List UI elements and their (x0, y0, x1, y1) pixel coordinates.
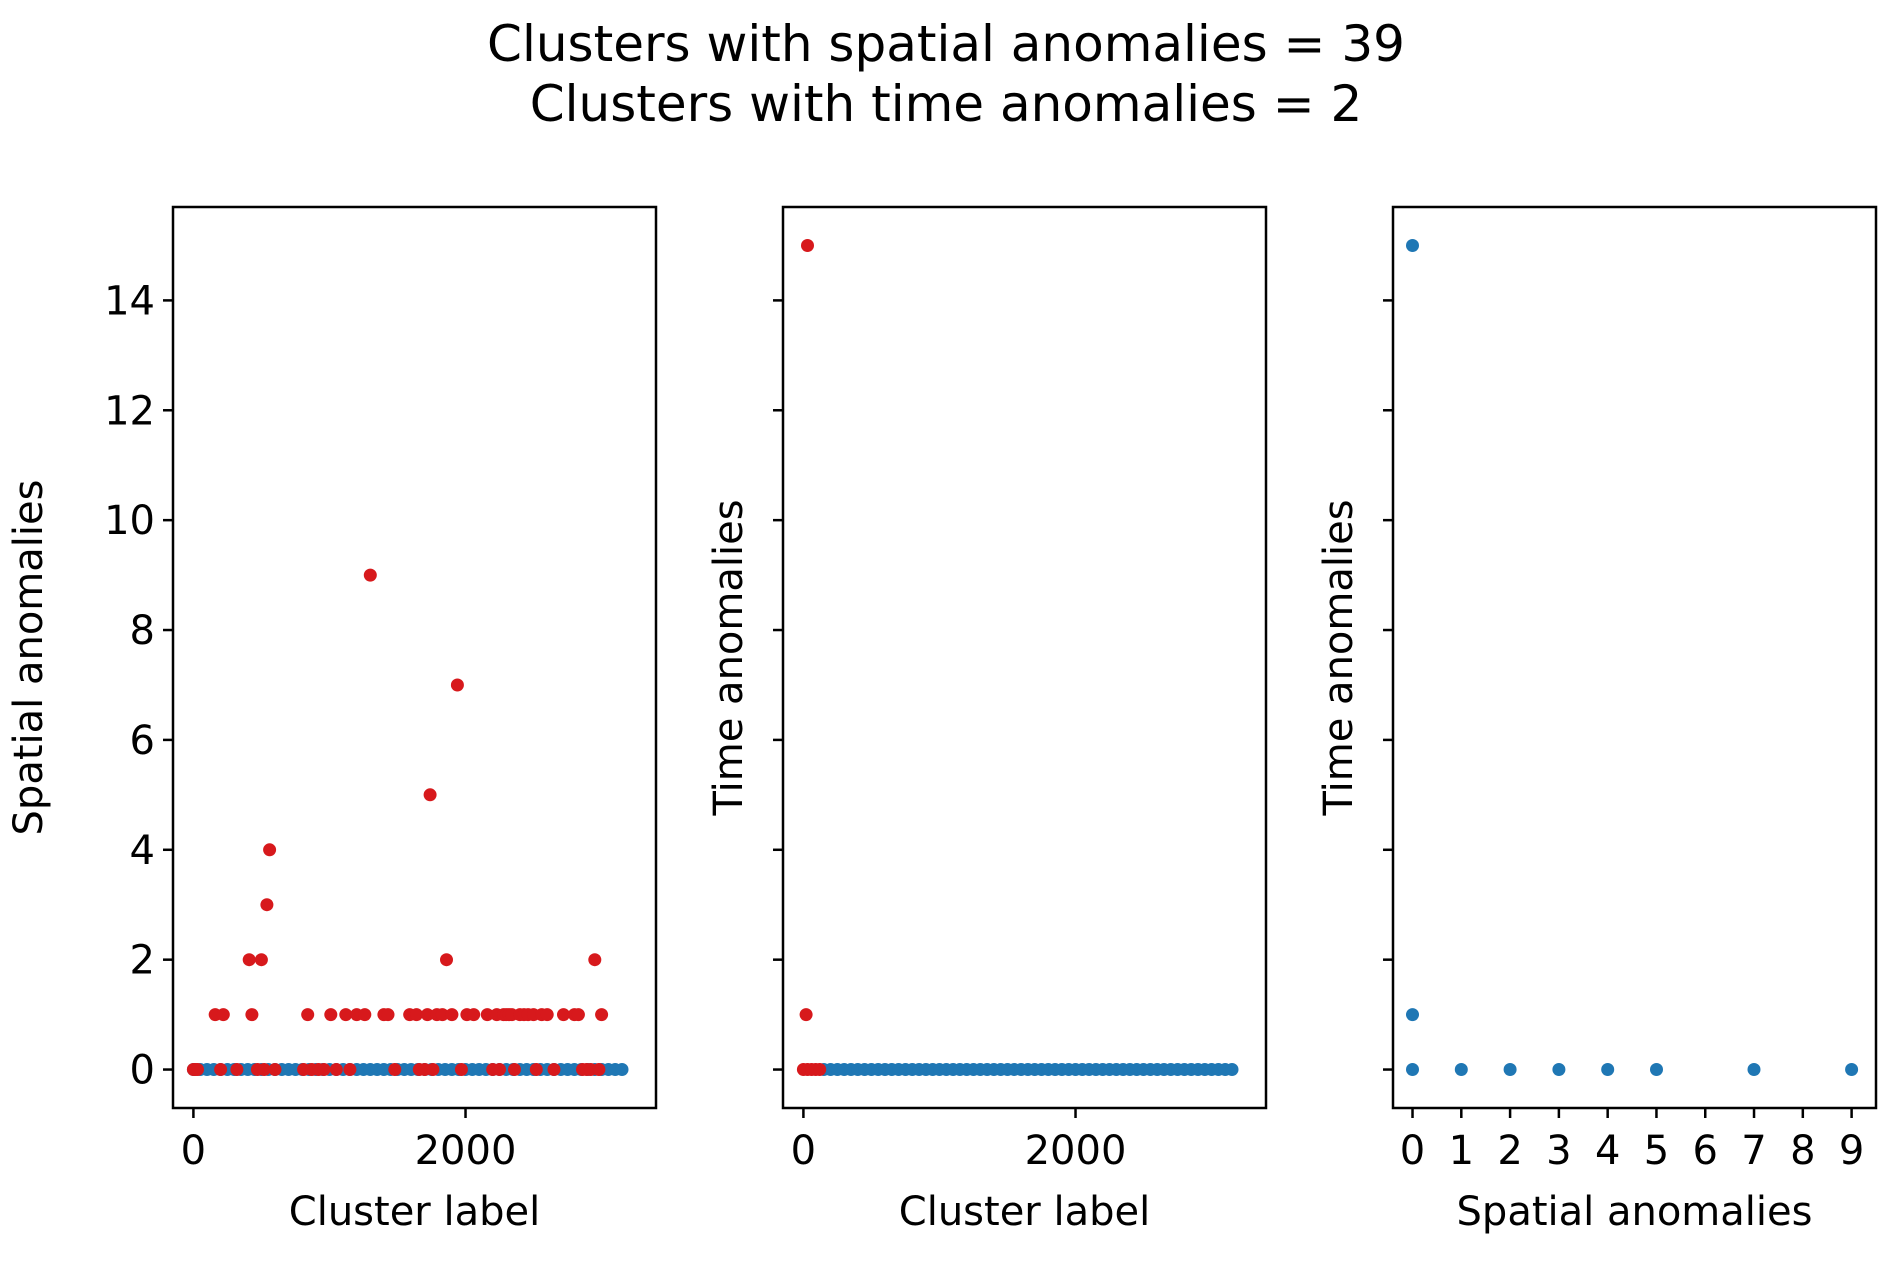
title-line-1: Clusters with spatial anomalies = 39 (487, 15, 1405, 73)
data-point-clusters-with-spatial-anomalies-44 (467, 1008, 481, 1022)
data-point-clusters-with-spatial-anomalies-21 (329, 1063, 343, 1076)
data-point-clusters-with-spatial-anomalies-12 (263, 843, 277, 857)
y-tick-label-0: 0 (130, 1048, 155, 1094)
title-line-2: Clusters with time anomalies = 2 (530, 75, 1363, 133)
data-point-clusters-with-spatial-anomalies-45 (480, 1008, 494, 1022)
data-point-all-clusters-63 (615, 1063, 629, 1076)
data-point-clusters-with-spatial-anomalies-38 (435, 1008, 449, 1022)
spatial-anomalies-vs-cluster-label-plot: 0 2000 0 2 4 6 8 10 12 14 Cluster label Spatial ano… (6, 205, 658, 1235)
y-axis-label: Time anomalies (1316, 499, 1362, 816)
data-point-clusters-with-spatial-anomalies-70 (595, 1008, 609, 1022)
plot-frame (781, 205, 1268, 1110)
data-point-clusters-with-spatial-anomalies-20 (324, 1008, 338, 1022)
data-point-clusters-with-spatial-anomalies-36 (426, 1063, 440, 1076)
data-point-clusters-with-spatial-anomalies-2 (191, 1063, 204, 1076)
time-vs-spatial-anomalies-plot: 0 1 2 3 4 5 6 7 8 9 Spatial anomalies Time anomalie… (1316, 205, 1878, 1235)
data-point-clusters-with-spatial-anomalies-62 (557, 1008, 570, 1022)
data-point-clusters-7 (1650, 1063, 1663, 1076)
x-axis-label: Cluster label (289, 1189, 540, 1235)
y-tick-label-12: 12 (104, 388, 155, 434)
data-point-clusters-2 (1406, 1063, 1419, 1076)
data-point-clusters-with-spatial-anomalies-23 (343, 1063, 357, 1076)
data-point-clusters-with-time-anomalies-5 (799, 1008, 813, 1022)
data-point-clusters-with-spatial-anomalies-4 (216, 1008, 230, 1022)
data-point-clusters-with-spatial-anomalies-61 (547, 1063, 561, 1076)
data-point-clusters-with-spatial-anomalies-60 (540, 1008, 554, 1022)
x-tick-label-0: 0 (1400, 1128, 1425, 1174)
data-point-clusters-with-spatial-anomalies-58 (529, 1063, 543, 1076)
x-tick-label-2000: 2000 (415, 1128, 517, 1174)
data-point-clusters-with-spatial-anomalies-26 (363, 568, 377, 582)
data-point-clusters-with-spatial-anomalies-10 (254, 953, 268, 967)
y-axis-label: Time anomalies (706, 499, 752, 816)
data-point-clusters-with-spatial-anomalies-48 (493, 1063, 506, 1076)
x-tick-label-9: 9 (1839, 1128, 1864, 1174)
y-axis-label: Spatial anomalies (6, 480, 52, 836)
data-point-clusters-with-spatial-anomalies-13 (257, 1063, 271, 1076)
data-point-clusters-with-spatial-anomalies-11 (260, 898, 274, 912)
data-point-clusters-5 (1552, 1063, 1566, 1076)
y-tick-label-2: 2 (130, 938, 155, 984)
x-tick-label-8: 8 (1790, 1128, 1815, 1174)
data-point-clusters-with-spatial-anomalies-5 (214, 1063, 228, 1076)
data-point-clusters-with-spatial-anomalies-14 (268, 1063, 282, 1076)
data-point-clusters-with-spatial-anomalies-25 (358, 1008, 372, 1022)
data-point-clusters-with-spatial-anomalies-42 (454, 1063, 468, 1076)
y-tick-label-14: 14 (104, 278, 155, 324)
y-tick-label-8: 8 (130, 608, 155, 654)
figure-title: Clusters with spatial anomalies = 39 Clu… (487, 15, 1405, 133)
plot-frame (1391, 205, 1878, 1110)
y-tick-label-6: 6 (130, 718, 155, 764)
data-point-clusters-with-spatial-anomalies-41 (450, 678, 464, 692)
data-point-clusters-with-spatial-anomalies-64 (571, 1008, 585, 1022)
data-point-clusters-with-time-anomalies-6 (801, 239, 814, 252)
y-tick-label-4: 4 (130, 828, 155, 874)
data-point-clusters-4 (1503, 1063, 1517, 1076)
x-tick-label-2: 2 (1497, 1128, 1522, 1174)
data-point-all-clusters-60 (1225, 1063, 1239, 1076)
data-point-clusters-9 (1845, 1063, 1859, 1076)
x-tick-label-3: 3 (1546, 1128, 1571, 1174)
x-tick-label-5: 5 (1644, 1128, 1669, 1174)
data-point-clusters-with-spatial-anomalies-29 (388, 1063, 402, 1076)
data-point-clusters-with-spatial-anomalies-19 (317, 1063, 331, 1076)
x-axis-label: Spatial anomalies (1457, 1189, 1813, 1235)
x-tick-label-1: 1 (1449, 1128, 1474, 1174)
data-point-clusters-with-spatial-anomalies-35 (423, 788, 437, 802)
data-point-clusters-6 (1601, 1063, 1615, 1076)
x-tick-label-7: 7 (1741, 1128, 1766, 1174)
data-point-clusters-with-spatial-anomalies-53 (508, 1063, 521, 1076)
data-point-clusters-with-spatial-anomalies-6 (230, 1063, 244, 1076)
x-tick-label-0: 0 (181, 1128, 206, 1174)
data-point-clusters-3 (1454, 1063, 1468, 1076)
data-point-clusters-with-time-anomalies-4 (813, 1063, 827, 1076)
data-point-clusters-8 (1747, 1063, 1761, 1076)
data-point-clusters-1 (1406, 1008, 1419, 1022)
x-tick-label-4: 4 (1595, 1128, 1620, 1174)
data-point-clusters-with-spatial-anomalies-34 (420, 1008, 434, 1022)
data-point-clusters-with-spatial-anomalies-8 (245, 1008, 259, 1022)
data-point-clusters-with-spatial-anomalies-68 (588, 953, 602, 967)
data-point-clusters-with-spatial-anomalies-22 (339, 1008, 353, 1022)
data-point-clusters-with-spatial-anomalies-40 (445, 1008, 459, 1022)
time-anomalies-vs-cluster-label-plot: 0 2000 Cluster label Time anomalies (706, 205, 1268, 1235)
data-point-clusters-with-spatial-anomalies-7 (242, 953, 256, 967)
data-point-clusters-with-spatial-anomalies-16 (301, 1008, 315, 1022)
data-point-clusters-with-spatial-anomalies-39 (440, 953, 453, 967)
data-point-clusters-with-spatial-anomalies-31 (410, 1008, 423, 1022)
x-tick-label-6: 6 (1693, 1128, 1718, 1174)
data-point-clusters-with-spatial-anomalies-69 (592, 1063, 606, 1076)
plot-frame (171, 205, 658, 1110)
y-tick-label-10: 10 (104, 498, 155, 544)
data-point-clusters-with-spatial-anomalies-28 (381, 1008, 395, 1022)
x-tick-label-2000: 2000 (1025, 1128, 1127, 1174)
x-tick-label-0: 0 (791, 1128, 816, 1174)
x-axis-label: Cluster label (899, 1189, 1150, 1235)
data-point-clusters-0 (1406, 239, 1419, 252)
